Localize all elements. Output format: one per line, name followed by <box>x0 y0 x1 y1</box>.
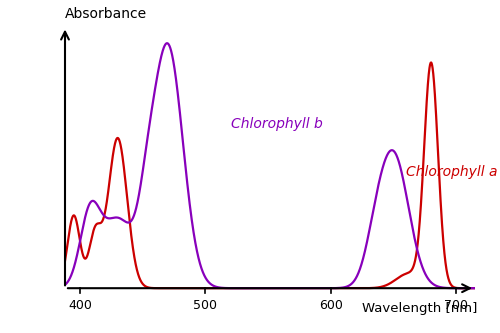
Text: 400: 400 <box>68 299 92 312</box>
Text: Chlorophyll a: Chlorophyll a <box>406 165 498 179</box>
Text: Chlorophyll b: Chlorophyll b <box>230 117 322 131</box>
Text: Absorbance: Absorbance <box>65 7 147 21</box>
Text: 500: 500 <box>194 299 218 312</box>
Text: 600: 600 <box>319 299 342 312</box>
Text: Wavelength [nm]: Wavelength [nm] <box>362 301 478 314</box>
Text: 700: 700 <box>444 299 468 312</box>
